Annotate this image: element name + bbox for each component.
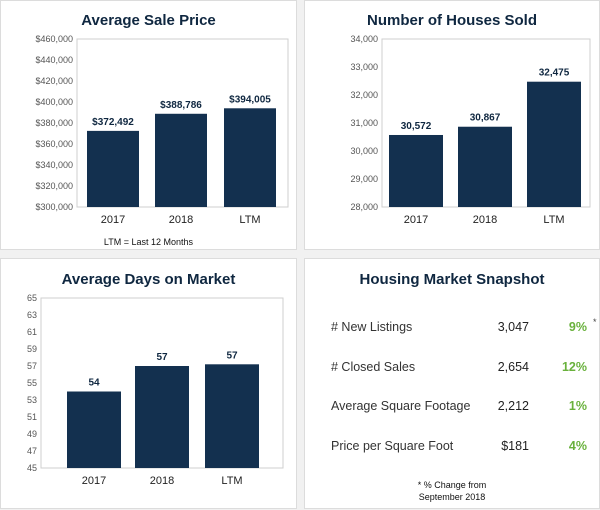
snapshot-change: 4%	[568, 439, 587, 453]
y-tick-label: 55	[27, 378, 37, 388]
y-tick-label: 65	[27, 293, 37, 303]
snapshot-value: 2,212	[497, 399, 529, 413]
x-tick-label: 2018	[473, 214, 497, 226]
y-tick-label: $340,000	[35, 160, 73, 170]
snapshot-row: # Closed Sales 2,654 12%	[331, 360, 587, 380]
y-tick-label: 29,000	[350, 174, 378, 184]
bar	[67, 391, 121, 468]
days-on-market-chart: 45 47 49 51 53 55 57 59 61 63 65 54 2017 57 2018 57 LTM	[27, 293, 284, 487]
chart-title: Number of Houses Sold	[366, 12, 538, 29]
y-tick-label: $380,000	[35, 118, 73, 128]
footnote-line: * % Change from	[417, 480, 487, 490]
ltm-note: LTM = Last 12 Months	[103, 237, 194, 247]
chart-title: Average Sale Price	[81, 12, 216, 29]
y-tick-label: $360,000	[35, 139, 73, 149]
x-tick-label: 2018	[169, 214, 193, 226]
bar	[389, 134, 443, 207]
x-tick-label: 2018	[150, 475, 174, 487]
x-tick-label: LTM	[239, 214, 260, 226]
data-label: $372,492	[92, 117, 134, 128]
data-label: 57	[156, 352, 168, 363]
snapshot-change: 12%	[561, 360, 587, 374]
houses-sold-panel: Number of Houses Sold 28,000 29,000 30,000…	[304, 0, 600, 250]
x-tick-label: 2017	[101, 214, 125, 226]
data-label: $394,005	[229, 94, 271, 105]
y-tick-label: 45	[27, 463, 37, 473]
bar	[527, 81, 581, 207]
snapshot-row: Price per Square Foot $181 4%	[331, 439, 587, 459]
y-tick-label: 32,000	[350, 90, 378, 100]
y-tick-label: 33,000	[350, 62, 378, 72]
y-tick-label: 28,000	[350, 202, 378, 212]
y-tick-label: 51	[27, 412, 37, 422]
y-tick-label: 47	[27, 446, 37, 456]
bar	[458, 126, 512, 207]
y-tick-label: $400,000	[35, 97, 73, 107]
snapshot-change: 1%	[568, 399, 587, 413]
x-tick-label: LTM	[221, 475, 242, 487]
bar	[135, 366, 189, 468]
snapshot-value: $181	[501, 439, 529, 453]
y-tick-label: $440,000	[35, 55, 73, 65]
bar	[87, 130, 139, 207]
days-on-market-panel: Average Days on Market 45 47 49 51 53 55 57 59 6…	[0, 258, 297, 509]
y-tick-label: $320,000	[35, 181, 73, 191]
chart-title: Average Days on Market	[61, 271, 236, 288]
y-tick-label: 49	[27, 429, 37, 439]
houses-sold-chart: 28,000 29,000 30,000 31,000 32,000 33,000 34,0…	[350, 34, 591, 226]
snapshot-label: # New Listings	[331, 320, 413, 334]
average-sale-price-chart: $300,000 $320,000 $340,000 $360,000 $380,000…	[35, 34, 289, 226]
footnote-line: September 2018	[418, 492, 486, 502]
x-tick-label: LTM	[543, 214, 564, 226]
snapshot-row: # New Listings 3,047 9%	[331, 320, 587, 340]
data-label: 32,475	[539, 68, 570, 79]
x-tick-label: 2017	[82, 475, 106, 487]
y-tick-label: 31,000	[350, 118, 378, 128]
snapshot-footnote: * % Change from September 2018	[305, 479, 599, 503]
bar	[205, 364, 259, 468]
snapshot-label: # Closed Sales	[331, 360, 416, 374]
x-tick-label: 2017	[404, 214, 428, 226]
snapshot-value: 3,047	[497, 320, 529, 334]
data-label: 54	[88, 378, 100, 389]
average-sale-price-panel: Average Sale Price $300,000 $320,000 $340,…	[0, 0, 297, 250]
y-tick-label: 53	[27, 395, 37, 405]
y-tick-label: 59	[27, 344, 37, 354]
asterisk-mark: *	[593, 317, 597, 327]
data-label: $388,786	[160, 100, 202, 111]
data-label: 30,867	[470, 113, 501, 124]
snapshot-label: Price per Square Foot	[331, 439, 454, 453]
snapshot-value: 2,654	[497, 360, 529, 374]
y-tick-label: $460,000	[35, 34, 73, 44]
y-tick-label: 57	[27, 361, 37, 371]
data-label: 57	[226, 350, 238, 361]
y-tick-label: 34,000	[350, 34, 378, 44]
y-tick-label: 63	[27, 310, 37, 320]
y-tick-label: $300,000	[35, 202, 73, 212]
bar	[224, 108, 276, 207]
y-tick-label: 61	[27, 327, 37, 337]
snapshot-title: Housing Market Snapshot	[359, 271, 545, 288]
bar	[155, 113, 207, 207]
y-tick-label: 30,000	[350, 146, 378, 156]
snapshot-label: Average Square Footage	[331, 399, 471, 413]
snapshot-change: 9%	[568, 320, 587, 334]
y-tick-label: $420,000	[35, 76, 73, 86]
housing-snapshot-panel: Housing Market Snapshot # New Listings 3…	[304, 258, 600, 509]
snapshot-row: Average Square Footage 2,212 1%	[331, 399, 587, 419]
data-label: 30,572	[401, 121, 432, 132]
